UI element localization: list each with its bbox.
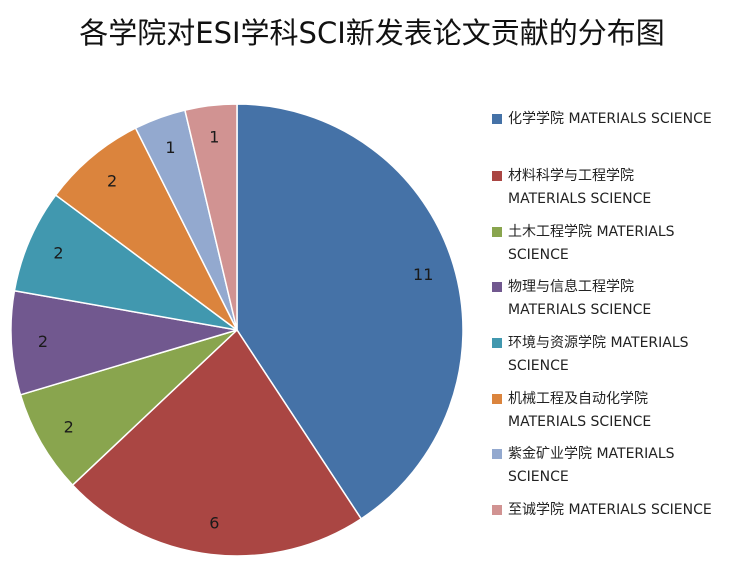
legend-label: 物理与信息工程学院 MATERIALS SCIENCE bbox=[508, 279, 652, 318]
pie-slice-6 bbox=[54, 127, 238, 331]
data-label-4: 2 bbox=[38, 332, 48, 351]
data-label-6: 2 bbox=[107, 172, 117, 191]
legend-swatch bbox=[492, 171, 502, 181]
data-label-2: 6 bbox=[209, 514, 219, 533]
pie-slice-3 bbox=[19, 329, 238, 487]
pie-slice-5 bbox=[13, 193, 238, 331]
data-label-5: 2 bbox=[53, 244, 63, 263]
data-label-8: 1 bbox=[209, 128, 219, 147]
legend-label: 机械工程及自动化学院 MATERIALS SCIENCE bbox=[508, 391, 652, 430]
data-label-1: 11 bbox=[413, 265, 433, 284]
legend-swatch bbox=[492, 282, 502, 292]
data-label-7: 1 bbox=[165, 138, 175, 157]
legend-label: 环境与资源学院 MATERIALS SCIENCE bbox=[508, 335, 689, 374]
pie-slice-2 bbox=[71, 328, 363, 557]
legend-swatch bbox=[492, 227, 502, 237]
pie-slice-4 bbox=[10, 289, 238, 396]
legend-label: 材料科学与工程学院 MATERIALS SCIENCE bbox=[508, 168, 652, 207]
legend-swatch bbox=[492, 338, 502, 348]
legend-label: 化学学院 MATERIALS SCIENCE bbox=[508, 111, 712, 127]
legend-swatch bbox=[492, 114, 502, 124]
legend-label: 至诚学院 MATERIALS SCIENCE bbox=[508, 502, 712, 518]
legend-swatch bbox=[492, 394, 502, 404]
pie-slice-8 bbox=[183, 103, 238, 331]
legend-label: 紫金矿业学院 MATERIALS SCIENCE bbox=[508, 446, 675, 485]
chart-title: 各学院对ESI学科SCI新发表论文贡献的分布图 bbox=[79, 16, 665, 50]
pie-slices bbox=[10, 103, 464, 557]
data-label-3: 2 bbox=[64, 418, 74, 437]
legend-swatch bbox=[492, 449, 502, 459]
legend-swatch bbox=[492, 505, 502, 515]
legend-label: 土木工程学院 MATERIALS SCIENCE bbox=[508, 224, 675, 263]
